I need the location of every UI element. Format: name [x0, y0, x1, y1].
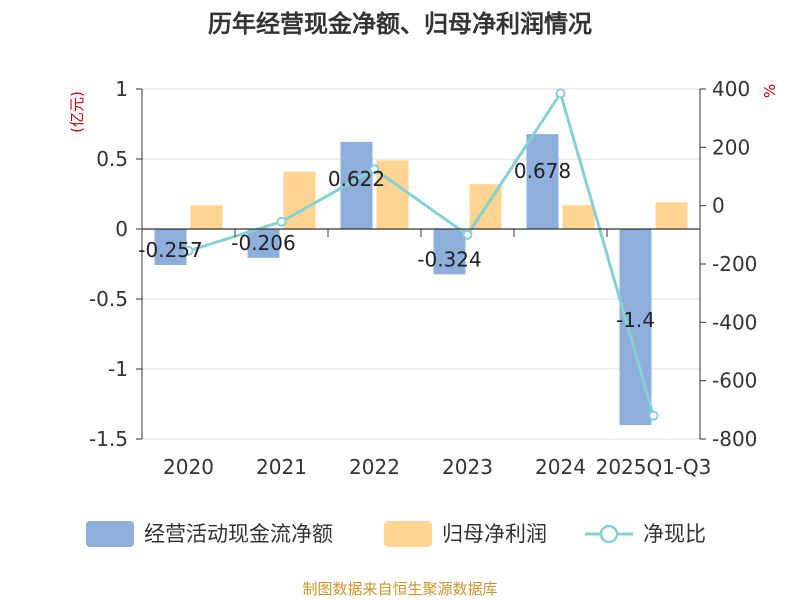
bar [655, 202, 688, 229]
bar [283, 171, 316, 229]
left-tick-label: -1.5 [89, 427, 128, 451]
right-tick-label: -800 [712, 427, 757, 451]
right-tick-label: -400 [712, 310, 757, 334]
bar-data-label: -0.257 [138, 238, 202, 262]
category-label: 2022 [349, 455, 400, 479]
legend-label: 净现比 [643, 522, 706, 546]
source-note: 制图数据来自恒生聚源数据库 [302, 580, 497, 598]
right-tick-label: 0 [712, 194, 725, 218]
bar-data-label: 0.678 [514, 159, 571, 183]
ratio-point [648, 410, 659, 421]
legend-label: 归母净利润 [442, 522, 547, 546]
bar [562, 205, 595, 229]
bar [190, 205, 223, 229]
bars-layer [154, 134, 688, 425]
right-axis-unit: % [761, 84, 779, 98]
right-tick-label: 200 [712, 135, 750, 159]
category-label: 2023 [442, 455, 493, 479]
left-axis-unit: (亿元) [68, 91, 86, 133]
axes-layer: 10.50-0.5-1-1.54002000-200-400-600-80020… [89, 77, 757, 479]
data-labels-layer: -0.257 -0.206 0.622 -0.324 0.678 -1.4 [138, 159, 655, 332]
chart-title: 历年经营现金净额、归母净利润情况 [208, 10, 592, 38]
legend-swatch [384, 521, 432, 547]
bar-data-label: -0.206 [231, 231, 295, 255]
grid-lines [142, 88, 700, 440]
bar-data-label: -0.324 [417, 247, 481, 271]
category-label: 2020 [163, 455, 214, 479]
category-label: 2024 [535, 455, 586, 479]
right-tick-label: -600 [712, 369, 757, 393]
legend-marker [599, 524, 619, 544]
right-tick-label: -200 [712, 252, 757, 276]
bar-data-label: 0.622 [328, 167, 385, 191]
bar [154, 229, 187, 265]
left-tick-label: -1 [108, 357, 128, 381]
left-tick-label: 0.5 [96, 147, 128, 171]
bar [247, 229, 280, 258]
bar-data-label: -1.4 [616, 308, 655, 332]
ratio-point [555, 88, 566, 99]
left-tick-label: -0.5 [89, 287, 128, 311]
ratio-point [369, 164, 380, 175]
left-tick-label: 1 [115, 77, 128, 101]
ratio-point [183, 245, 194, 256]
bar [376, 160, 409, 229]
legend: 经营活动现金流净额 归母净利润 净现比 [86, 521, 706, 547]
legend-swatch [86, 521, 134, 547]
line-layer [183, 88, 659, 421]
bar [433, 229, 466, 275]
category-label: 2025Q1-Q3 [596, 455, 712, 479]
ratio-line [188, 89, 655, 417]
left-tick-label: 0 [115, 217, 128, 241]
category-label: 2021 [256, 455, 307, 479]
legend-label: 经营活动现金流净额 [144, 522, 333, 546]
ratio-point [462, 229, 473, 240]
bar [526, 134, 559, 229]
ratio-point [276, 216, 287, 227]
right-tick-label: 400 [712, 77, 750, 101]
